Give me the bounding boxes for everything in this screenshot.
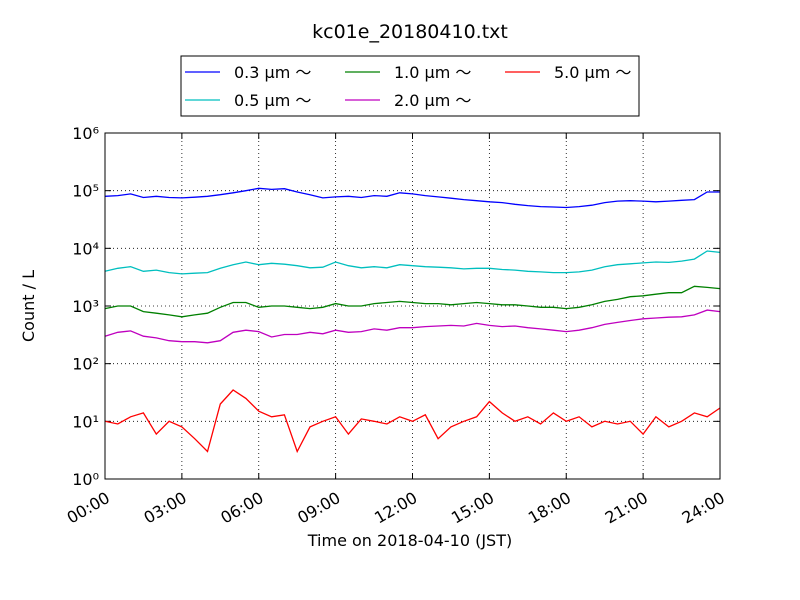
y-tick-label: 10³ <box>72 297 99 316</box>
series-line <box>104 187 720 209</box>
chart-title: kc01e_20180410.txt <box>312 21 508 43</box>
series-line <box>104 285 721 318</box>
y-tick-label: 10⁵ <box>72 182 99 201</box>
y-tick-label: 10⁶ <box>72 124 99 143</box>
legend-label: 1.0 μm ～ <box>394 63 471 82</box>
y-tick-label: 10⁴ <box>72 239 99 258</box>
series-line <box>104 250 721 275</box>
y-tick-label: 10⁰ <box>72 470 99 489</box>
plot-frame <box>104 132 721 480</box>
y-tick-label: 10¹ <box>72 412 99 431</box>
x-axis-label: Time on 2018-04-10 (JST) <box>307 531 512 550</box>
legend-label: 2.0 μm ～ <box>394 91 471 110</box>
y-tick-label: 10² <box>72 355 99 374</box>
y-axis-label: Count / L <box>19 270 38 342</box>
legend-box <box>180 55 640 117</box>
legend-label: 5.0 μm ～ <box>554 63 631 82</box>
series-line <box>104 309 721 344</box>
legend-label: 0.5 μm ～ <box>234 91 311 110</box>
legend-label: 0.3 μm ～ <box>234 63 311 82</box>
series-line <box>104 389 721 454</box>
